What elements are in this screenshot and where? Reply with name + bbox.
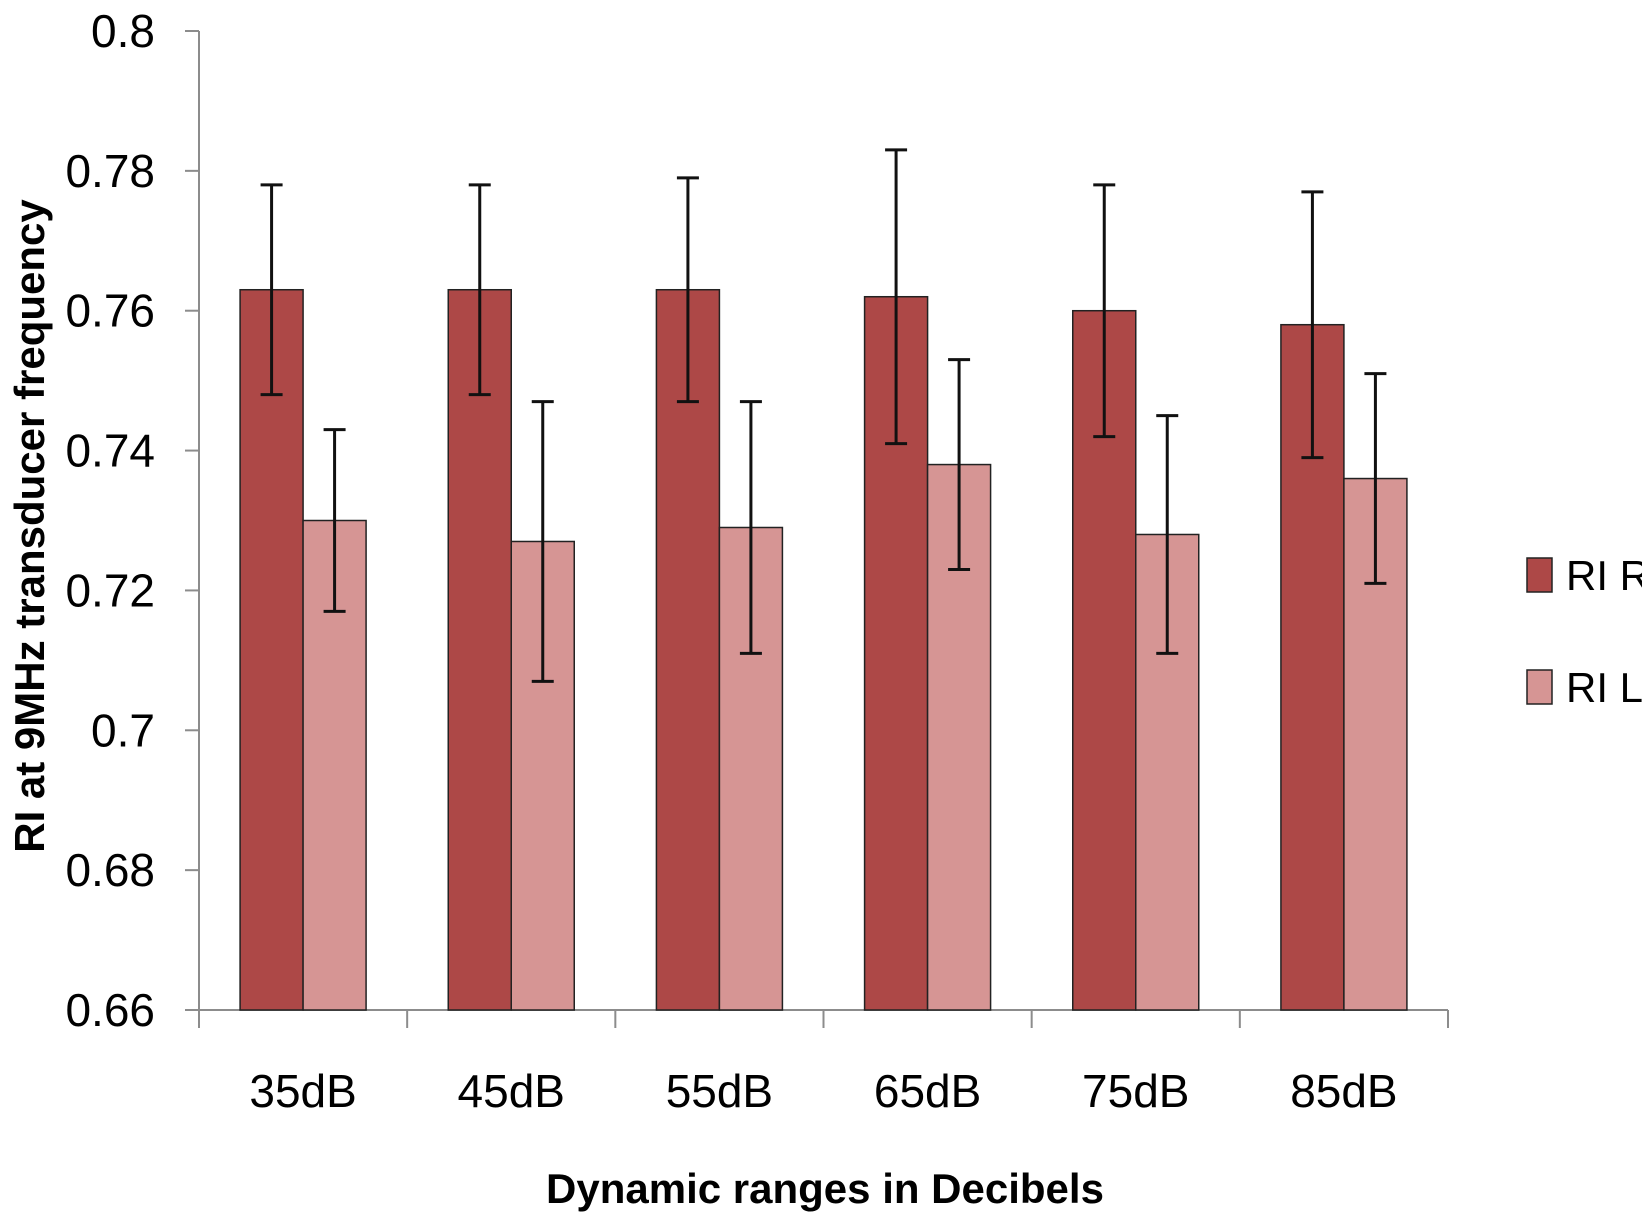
y-tick-label: 0.7 [91, 704, 155, 756]
x-axis-title: Dynamic ranges in Decibels [546, 1165, 1104, 1212]
y-axis: 0.66 0.68 0.7 0.72 0.74 0.76 0.78 0.8 [65, 5, 200, 1036]
y-tick-label: 0.72 [65, 564, 155, 616]
y-tick-label: 0.8 [91, 5, 155, 57]
x-tick-label: 35dB [249, 1065, 356, 1117]
bar-ri-r-35dB [239, 288, 304, 1011]
x-tick-label: 75dB [1082, 1065, 1189, 1117]
x-tick-label: 65dB [874, 1065, 981, 1117]
x-tick-label: 55dB [666, 1065, 773, 1117]
y-tick-label: 0.78 [65, 145, 155, 197]
x-tick-label: 45dB [458, 1065, 565, 1117]
error-bars [260, 148, 1387, 683]
legend: RI R RI L [1526, 552, 1642, 711]
y-tick-label: 0.74 [65, 425, 155, 477]
y-tick-label: 0.66 [65, 984, 155, 1036]
legend-swatch-ri-l [1526, 669, 1553, 705]
x-tick-label: 85dB [1290, 1065, 1397, 1117]
y-tick-label: 0.76 [65, 285, 155, 337]
bars [239, 288, 1408, 1011]
legend-label: RI R [1566, 552, 1642, 599]
y-axis-title: RI at 9MHz transducer frequency [6, 199, 53, 853]
bar-ri-r-45dB [447, 288, 512, 1011]
legend-label: RI L [1566, 664, 1642, 711]
legend-swatch-ri-r [1526, 557, 1553, 593]
x-axis: 35dB 45dB 55dB 65dB 75dB 85dB [198, 1009, 1449, 1117]
y-tick-label: 0.68 [65, 844, 155, 896]
bar-ri-r-55dB [655, 288, 721, 1011]
